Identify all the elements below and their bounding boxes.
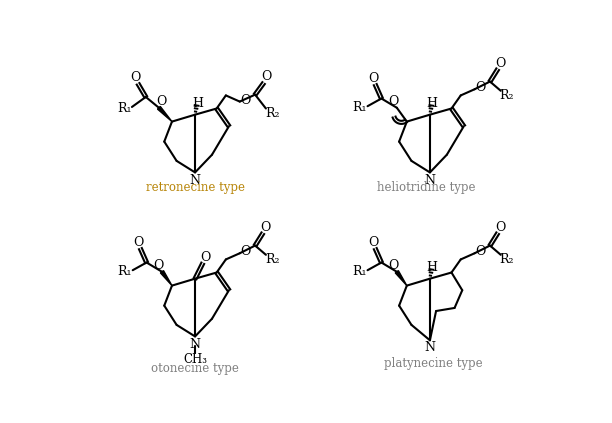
Text: O: O bbox=[496, 220, 506, 233]
Polygon shape bbox=[157, 107, 172, 121]
Text: O: O bbox=[154, 259, 164, 272]
Text: R₂: R₂ bbox=[499, 253, 514, 266]
Text: O: O bbox=[261, 220, 271, 233]
Text: O: O bbox=[389, 95, 399, 108]
Text: R₂: R₂ bbox=[265, 253, 279, 266]
Text: O: O bbox=[261, 71, 272, 83]
Text: O: O bbox=[389, 259, 399, 272]
Text: R₁: R₁ bbox=[118, 265, 132, 278]
Text: N: N bbox=[190, 338, 201, 351]
Text: O: O bbox=[496, 57, 506, 69]
Text: O: O bbox=[475, 81, 485, 94]
Text: O: O bbox=[156, 95, 166, 108]
Text: H: H bbox=[427, 97, 438, 110]
Text: N: N bbox=[190, 173, 201, 187]
Text: O: O bbox=[133, 236, 143, 249]
Text: R₁: R₁ bbox=[353, 101, 367, 114]
Polygon shape bbox=[395, 271, 407, 286]
Text: O: O bbox=[475, 245, 485, 258]
Polygon shape bbox=[160, 271, 172, 286]
Text: O: O bbox=[240, 245, 250, 258]
Text: N: N bbox=[424, 173, 435, 187]
Text: H: H bbox=[192, 97, 203, 110]
Text: O: O bbox=[368, 72, 378, 85]
Text: platynecine type: platynecine type bbox=[384, 357, 483, 370]
Text: R₂: R₂ bbox=[499, 89, 514, 102]
Text: N: N bbox=[424, 341, 435, 354]
Text: CH₃: CH₃ bbox=[183, 353, 207, 366]
Text: O: O bbox=[240, 93, 250, 107]
Text: R₁: R₁ bbox=[353, 265, 367, 278]
Text: R₂: R₂ bbox=[265, 107, 279, 120]
Text: O: O bbox=[368, 236, 378, 249]
Text: O: O bbox=[201, 250, 211, 264]
Text: R₁: R₁ bbox=[117, 102, 132, 115]
Text: heliotridine type: heliotridine type bbox=[377, 181, 476, 194]
Text: otonecine type: otonecine type bbox=[151, 362, 239, 375]
Text: O: O bbox=[130, 71, 141, 84]
Text: H: H bbox=[427, 261, 438, 275]
Text: retronecine type: retronecine type bbox=[146, 181, 245, 194]
